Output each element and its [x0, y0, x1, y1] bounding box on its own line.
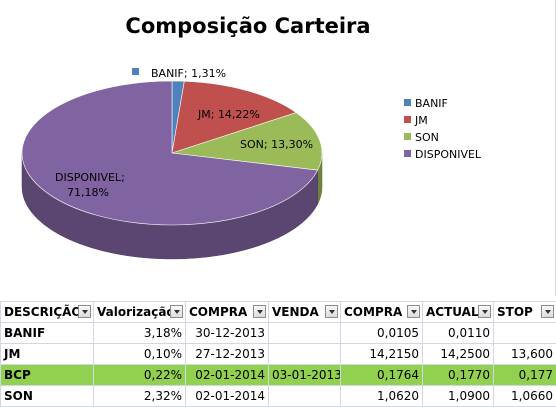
header-compra-price: COMPRA — [340, 301, 423, 323]
dropdown-arrow-icon[interactable] — [325, 305, 338, 318]
header-venda: VENDA — [268, 301, 341, 323]
header-label: COMPRA — [344, 305, 403, 319]
cell-stop[interactable] — [493, 322, 556, 344]
cell-compra-price[interactable]: 14,2150 — [340, 343, 423, 365]
legend-item-jm: JM — [414, 114, 428, 127]
header-label: VENDA — [272, 305, 319, 319]
cell-descricao[interactable]: SON — [0, 385, 94, 407]
cell-actual[interactable]: 14,2500 — [422, 343, 494, 365]
cell-venda[interactable] — [268, 322, 341, 344]
cell-actual[interactable]: 1,0900 — [422, 385, 494, 407]
header-label: COMPRA — [189, 305, 248, 319]
chart-area: Composição Carteira BANIF; 1,31% JM; 14,2… — [21, 0, 556, 296]
header-valorizacao: Valorização — [93, 301, 186, 323]
dropdown-arrow-icon[interactable] — [407, 305, 420, 318]
cell-actual[interactable]: 0,1770 — [422, 364, 494, 386]
cell-compra-date[interactable]: 27-12-2013 — [185, 343, 269, 365]
header-label: Valorização — [97, 305, 175, 319]
cell-valorizacao[interactable]: 2,32% — [93, 385, 186, 407]
pie-slice-son[interactable] — [171, 112, 323, 171]
cell-valorizacao[interactable]: 3,18% — [93, 322, 186, 344]
cell-stop[interactable]: 1,0660 — [493, 385, 556, 407]
header-descricao: DESCRIÇÃO — [0, 301, 94, 323]
legend-item-disponivel: DISPONIVEL — [415, 148, 482, 161]
pie-slice-disponivel[interactable] — [21, 80, 319, 226]
table-row: SON 2,32% 02-01-2014 1,0620 1,0900 1,066… — [0, 385, 556, 407]
legend-swatch-jm — [404, 116, 411, 123]
dropdown-arrow-icon[interactable] — [541, 305, 554, 318]
table-row-highlighted: BCP 0,22% 02-01-2014 03-01-2013 0,1764 0… — [0, 364, 556, 386]
legend-swatch-banif — [404, 99, 411, 106]
chart-title: Composição Carteira — [125, 14, 370, 38]
legend-item-son: SON — [415, 131, 439, 144]
cell-descricao[interactable]: BANIF — [0, 322, 94, 344]
pie-slice-jm[interactable] — [171, 80, 297, 154]
data-table-region: DESCRIÇÃO Valorização COMPRA VENDA COMPR… — [0, 301, 556, 407]
cell-compra-price[interactable]: 1,0620 — [340, 385, 423, 407]
cell-valorizacao[interactable]: 0,22% — [93, 364, 186, 386]
data-label-disponivel-value: 71,18% — [67, 186, 109, 199]
cell-actual[interactable]: 0,0110 — [422, 322, 494, 344]
header-actual: ACTUAL — [422, 301, 494, 323]
data-label-marker — [132, 68, 139, 75]
table-row: JM 0,10% 27-12-2013 14,2150 14,2500 13,6… — [0, 343, 556, 365]
cell-compra-date[interactable]: 02-01-2014 — [185, 364, 269, 386]
cell-venda[interactable] — [268, 343, 341, 365]
legend-swatch-disponivel — [404, 150, 411, 157]
legend-item-banif: BANIF — [415, 97, 448, 110]
data-label-disponivel: DISPONIVEL; — [55, 171, 125, 184]
cell-descricao[interactable]: BCP — [0, 364, 94, 386]
cell-valorizacao[interactable]: 0,10% — [93, 343, 186, 365]
table-header-row: DESCRIÇÃO Valorização COMPRA VENDA COMPR… — [0, 301, 556, 323]
dropdown-arrow-icon[interactable] — [170, 305, 183, 318]
cell-venda[interactable] — [268, 385, 341, 407]
legend-swatch-son — [404, 133, 411, 140]
cell-stop[interactable]: 0,177 — [493, 364, 556, 386]
cell-compra-price[interactable]: 0,0105 — [340, 322, 423, 344]
dropdown-arrow-icon[interactable] — [478, 305, 491, 318]
header-label: DESCRIÇÃO — [4, 305, 82, 319]
table-row: BANIF 3,18% 30-12-2013 0,0105 0,0110 — [0, 322, 556, 344]
cell-compra-date[interactable]: 30-12-2013 — [185, 322, 269, 344]
header-label: ACTUAL — [426, 305, 479, 319]
cell-venda[interactable]: 03-01-2013 — [268, 364, 341, 386]
dropdown-arrow-icon[interactable] — [78, 305, 91, 318]
cell-descricao[interactable]: JM — [0, 343, 94, 365]
data-label-banif: BANIF; 1,31% — [151, 67, 226, 80]
cell-stop[interactable]: 13,600 — [493, 343, 556, 365]
data-label-jm: JM; 14,22% — [197, 108, 260, 121]
header-compra-date: COMPRA — [185, 301, 269, 323]
header-label: STOP — [497, 305, 533, 319]
data-label-son: SON; 13,30% — [240, 138, 313, 151]
cell-compra-price[interactable]: 0,1764 — [340, 364, 423, 386]
cell-compra-date[interactable]: 02-01-2014 — [185, 385, 269, 407]
data-table: DESCRIÇÃO Valorização COMPRA VENDA COMPR… — [0, 301, 556, 407]
dropdown-arrow-icon[interactable] — [253, 305, 266, 318]
header-stop: STOP — [493, 301, 556, 323]
pie-chart: Composição Carteira BANIF; 1,31% JM; 14,2… — [21, 14, 482, 260]
